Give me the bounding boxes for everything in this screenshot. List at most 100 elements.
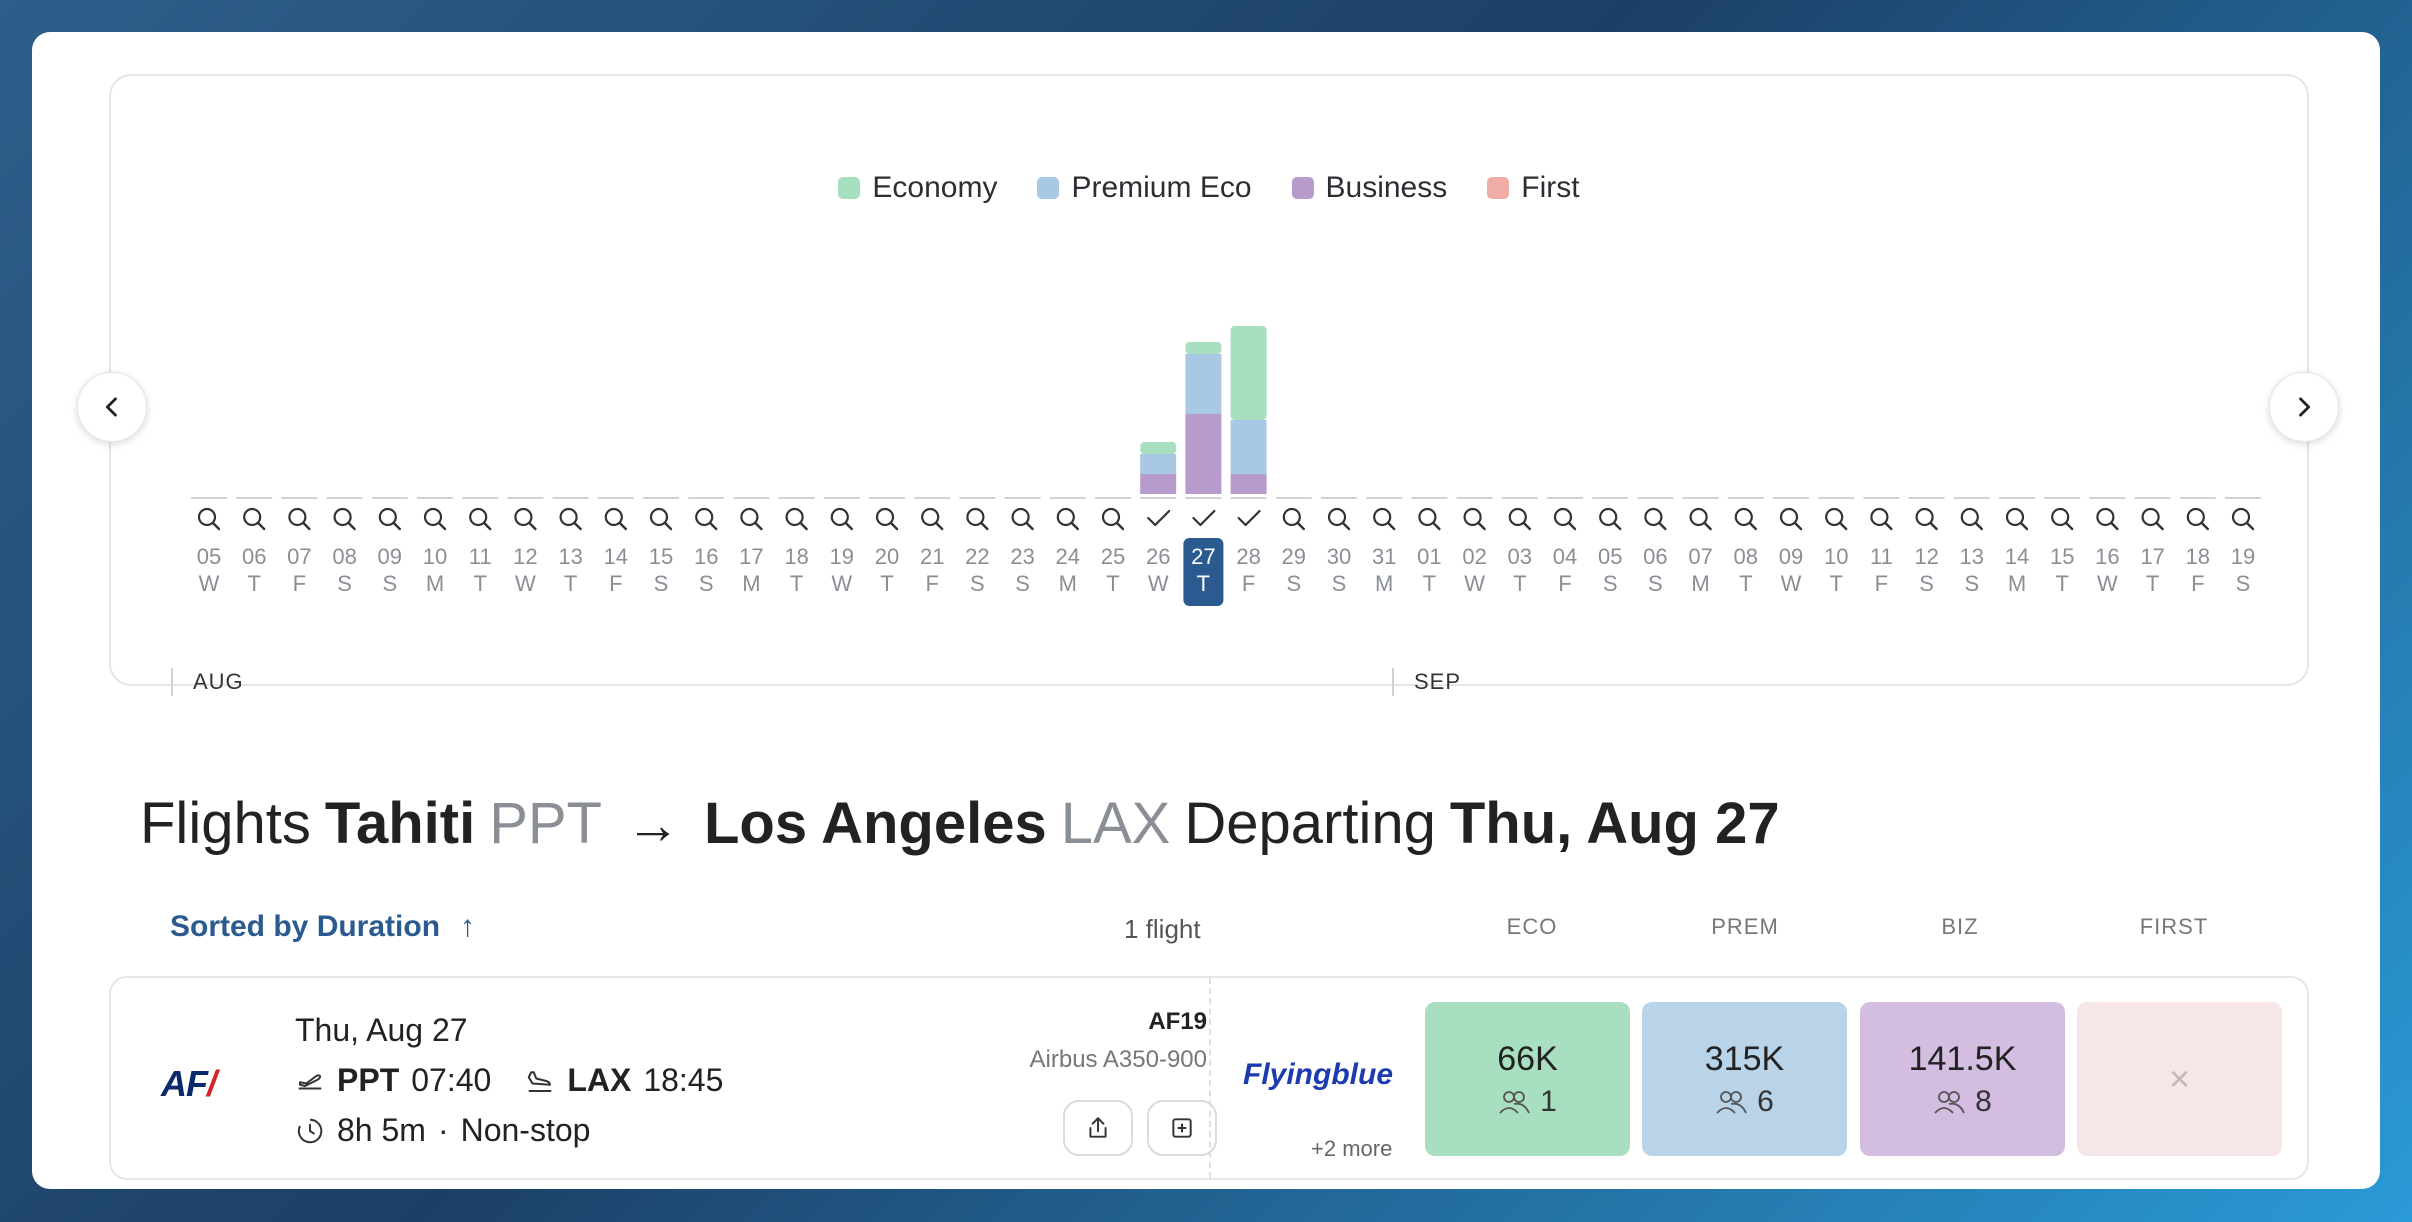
search-icon[interactable] [1915,507,1938,531]
search-icon[interactable] [649,507,673,531]
search-icon[interactable] [514,507,537,531]
more-programs-link[interactable]: +2 more [1311,1136,1393,1161]
fare-eco[interactable]: 66K 1 [1425,1002,1630,1156]
search-icon[interactable] [1373,507,1396,531]
title-origin-city: Tahiti [324,791,476,856]
search-icon-lens [2096,507,2115,527]
search-icon-lens [1599,507,1618,527]
search-icon[interactable] [830,507,853,531]
check-icon[interactable] [1192,509,1216,527]
search-icon[interactable] [1418,507,1441,531]
search-icon-lens [423,507,443,527]
search-icon-lens [785,507,804,527]
day-number: 07 [287,544,311,569]
search-icon[interactable] [2231,507,2255,531]
day-weekday: S [1603,571,1618,596]
search-icon[interactable] [423,507,447,531]
search-icon[interactable] [288,507,311,531]
search-icon[interactable] [2005,507,2029,531]
day-weekday: T [2055,571,2068,596]
check-icon-path [1237,509,1261,527]
fare-prem-seats-row: 6 [1715,1085,1774,1119]
check-icon[interactable] [1237,509,1261,527]
legend-swatch-business [1291,177,1314,199]
day-weekday: W [2097,571,2118,596]
search-icon[interactable] [2051,507,2074,531]
flight-row[interactable]: AF/ Thu, Aug 27 PPT 07:40 LAX 18:45 8h 5… [109,976,2309,1180]
search-icon[interactable] [378,507,401,531]
search-icon-handle [799,521,808,531]
search-icon[interactable] [695,507,718,531]
search-icon[interactable] [197,507,221,531]
day-number: 07 [1688,544,1712,569]
day-weekday: S [337,571,352,596]
add-to-list-button[interactable] [1147,1100,1217,1156]
day-number: 17 [2140,544,2164,569]
search-icon[interactable] [2141,507,2164,531]
search-icon[interactable] [333,507,356,531]
search-icon[interactable] [1599,507,1622,531]
search-icon[interactable] [1282,507,1306,531]
day-number: 10 [423,544,447,569]
search-icon[interactable] [785,507,808,531]
day-weekday: W [1148,571,1169,596]
chevron-left-icon [105,397,117,417]
bar-segment-premium-eco [1140,454,1177,474]
search-icon[interactable] [921,507,944,531]
search-icon-lens [1282,507,1301,527]
search-icon[interactable] [1870,507,1893,531]
fare-biz[interactable]: 141.5K 8 [1860,1002,2065,1156]
search-icon-lens [1056,507,1075,527]
search-icon[interactable] [1011,507,1034,531]
search-icon[interactable] [1463,507,1486,531]
title-departing: Departing [1184,791,1436,856]
day-weekday: S [1286,571,1301,596]
search-icon-handle [2110,521,2119,531]
search-icon[interactable] [875,507,899,531]
search-icon[interactable] [1056,507,1079,531]
fare-biz-price: 141.5K [1908,1039,2017,1078]
search-icon[interactable] [1101,507,1125,531]
search-icon[interactable] [243,507,266,531]
sort-button[interactable]: Sorted by Duration ↑ [170,910,475,944]
search-icon[interactable] [1327,507,1351,531]
share-button[interactable] [1063,1100,1133,1156]
depart-code: PPT [337,1062,400,1098]
search-icon[interactable] [469,507,492,531]
search-icon[interactable] [2186,507,2210,531]
search-icon-lens [1101,507,1121,527]
title-prefix: Flights [140,791,311,856]
search-icon[interactable] [1508,507,1532,531]
day-number: 14 [2005,544,2029,569]
fare-prem[interactable]: 315K 6 [1642,1002,1847,1156]
search-icon-lens [1870,507,1889,527]
search-icon[interactable] [1689,507,1712,531]
search-icon[interactable] [559,507,582,531]
search-icon[interactable] [966,507,989,531]
bar-segment-business [1140,474,1177,494]
legend-label-premium-eco: Premium Eco [1071,171,1252,204]
search-icon[interactable] [1779,507,1803,531]
day-weekday: F [1875,571,1888,596]
next-dates-button[interactable] [2269,372,2339,442]
search-icon[interactable] [1553,507,1577,531]
search-icon[interactable] [1825,507,1848,531]
search-icon-handle [256,521,266,531]
day-weekday: S [382,571,397,596]
search-icon-handle [1567,521,1577,531]
search-icon-lens [559,507,578,527]
search-icon[interactable] [2096,507,2119,531]
prev-dates-button[interactable] [77,372,147,442]
clock-icon [297,1118,323,1143]
search-icon[interactable] [1644,507,1667,531]
check-icon[interactable] [1147,509,1171,527]
search-icon[interactable] [1734,507,1758,531]
search-icon-handle [1477,521,1486,531]
day-weekday: M [742,571,760,596]
search-icon[interactable] [1960,507,1984,531]
search-icon[interactable] [740,507,763,531]
legend-first: First [1487,171,1580,205]
search-icon[interactable] [604,507,627,531]
day-weekday: T [1106,571,1119,596]
search-icon-handle [1974,521,1984,531]
